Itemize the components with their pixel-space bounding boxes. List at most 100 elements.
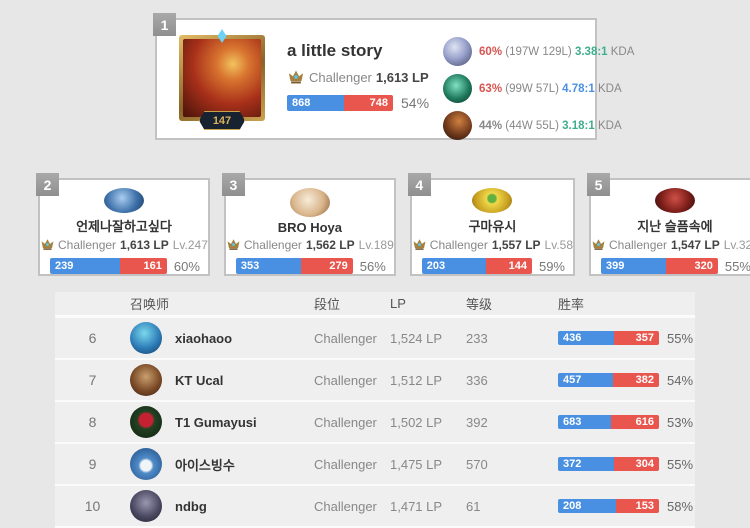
summoner-avatar xyxy=(183,39,261,117)
summoner-name[interactable]: ndbg xyxy=(175,498,207,514)
winrate-label: 54% xyxy=(401,95,430,111)
rank-badge: 3 xyxy=(221,173,245,196)
winrate-label: 58% xyxy=(667,498,694,514)
challenger-crest-icon xyxy=(591,237,606,252)
summoner-name[interactable]: 언제나잘하고싶다 xyxy=(76,219,172,234)
losses-segment: 153 xyxy=(616,499,659,513)
tier-label: Challenger xyxy=(314,456,377,472)
challenger-crest-icon xyxy=(40,237,55,252)
rank4-player-card[interactable]: 4 구마유시 Challenger 1,557 LP Lv.58 203 144… xyxy=(407,173,575,276)
lp-value: 1,471 LP xyxy=(390,498,443,514)
winloss-bar: 203 144 xyxy=(421,258,532,274)
rank5-player-card[interactable]: 5 지난 슬픔속에 Challenger 1,547 LP Lv.320 399… xyxy=(587,173,750,276)
summoner-level: Lv.58 xyxy=(544,237,573,252)
summoner-avatar xyxy=(130,322,162,354)
summoner-name[interactable]: T1 Gumayusi xyxy=(175,414,257,430)
kda-label: KDA xyxy=(597,82,622,95)
rank-number: 6 xyxy=(88,330,97,346)
summoner-name[interactable]: xiaohaoo xyxy=(175,330,233,346)
wins-segment: 683 xyxy=(558,415,612,429)
challenger-crest-icon xyxy=(226,237,241,252)
table-row[interactable]: 8 T1 Gumayusi Challenger 1,502 LP 392 68… xyxy=(55,402,695,444)
champion-kda: 3.38:1 xyxy=(574,45,608,58)
champion-winrate: 44% xyxy=(479,119,503,132)
champion-kda: 4.78:1 xyxy=(562,82,595,95)
top5-cards-row: 2 언제나잘하고싶다 Challenger 1,613 LP Lv.247 23… xyxy=(36,173,750,276)
winrate-label: 59% xyxy=(538,258,565,274)
rank-number: 10 xyxy=(84,498,101,514)
lp-value: 1,562 LP xyxy=(305,237,355,252)
wins-segment: 208 xyxy=(558,499,617,513)
losses-segment: 279 xyxy=(301,258,353,274)
rank-badge: 1 xyxy=(153,13,176,36)
lp-value: 1,512 LP xyxy=(390,372,443,388)
leaderboard-table: 召唤师 段位 LP 等级 胜率 6 xiaohaoo Challenger 1,… xyxy=(55,292,695,528)
summoner-name[interactable]: 지난 슬픔속에 xyxy=(637,219,713,234)
champion-icon xyxy=(443,74,473,103)
wins-segment: 372 xyxy=(558,457,614,471)
rank3-player-card[interactable]: 3 BRO Hoya Challenger 1,562 LP Lv.189 35… xyxy=(221,173,396,276)
losses-segment: 304 xyxy=(613,457,659,471)
winloss-bar: 208 153 xyxy=(558,499,659,513)
challenger-crest-icon xyxy=(412,237,427,252)
level-value: 233 xyxy=(466,330,488,346)
champion-record: (197W 129L) xyxy=(505,45,572,58)
summoner-level-badge: 147 xyxy=(199,111,245,130)
tier-label: Challenger xyxy=(429,237,488,252)
level-value: 61 xyxy=(466,498,481,514)
header-winrate: 胜率 xyxy=(558,297,585,312)
wins-segment: 436 xyxy=(558,331,614,345)
summoner-avatar-frame: 147 xyxy=(179,29,265,130)
summoner-level: Lv.189 xyxy=(358,237,394,252)
rank1-player-card[interactable]: 1 147 a little story Challenger 1,613 LP… xyxy=(153,13,634,140)
lp-value: 1,524 LP xyxy=(390,330,443,346)
champion-winrate: 60% xyxy=(479,45,503,58)
tier-label: Challenger xyxy=(314,330,377,346)
summoner-name[interactable]: 아이스빙수 xyxy=(175,457,235,473)
winloss-bar: 372 304 xyxy=(558,457,659,471)
winrate-label: 60% xyxy=(173,258,200,274)
winloss-bar: 436 357 xyxy=(558,331,659,345)
header-summoner: 召唤师 xyxy=(130,297,170,312)
table-header-row: 召唤师 段位 LP 等级 胜率 xyxy=(55,292,695,318)
winloss-bar: 683 616 xyxy=(558,415,659,429)
summoner-avatar xyxy=(130,364,162,396)
lp-value: 1,475 LP xyxy=(390,456,443,472)
table-row[interactable]: 9 아이스빙수 Challenger 1,475 LP 570 372 304 … xyxy=(55,444,695,486)
header-tier: 段位 xyxy=(314,297,341,312)
winrate-label: 55% xyxy=(667,330,694,346)
summoner-avatar xyxy=(472,188,513,213)
table-row[interactable]: 10 ndbg Challenger 1,471 LP 61 208 153 5… xyxy=(55,486,695,528)
kda-label: KDA xyxy=(610,45,635,58)
champion-icon xyxy=(443,37,473,66)
kda-label: KDA xyxy=(597,119,622,132)
wins-segment: 868 xyxy=(287,95,344,111)
summoner-avatar xyxy=(130,448,162,480)
rank2-player-card[interactable]: 2 언제나잘하고싶다 Challenger 1,613 LP Lv.247 23… xyxy=(36,173,210,276)
rank-badge: 4 xyxy=(407,173,431,196)
losses-segment: 320 xyxy=(665,258,718,274)
summoner-name[interactable]: 구마유시 xyxy=(468,219,517,234)
summoner-name[interactable]: KT Ucal xyxy=(175,372,224,388)
tier-label: Challenger xyxy=(243,237,302,252)
level-value: 336 xyxy=(466,372,488,388)
table-row[interactable]: 7 KT Ucal Challenger 1,512 LP 336 457 38… xyxy=(55,360,695,402)
winloss-bar: 399 320 xyxy=(601,258,718,274)
level-value: 570 xyxy=(466,456,488,472)
losses-segment: 748 xyxy=(343,95,393,111)
summoner-name[interactable]: BRO Hoya xyxy=(277,220,342,235)
tier-label: Challenger xyxy=(314,414,377,430)
champion-stat-row: 63% (99W 57L) 4.78:1 KDA xyxy=(443,74,634,103)
winrate-label: 55% xyxy=(724,258,750,274)
losses-segment: 357 xyxy=(613,331,659,345)
rank-number: 7 xyxy=(88,372,97,388)
winloss-bar: 353 279 xyxy=(235,258,353,274)
header-lp: LP xyxy=(390,296,406,311)
summoner-level: Lv.320 xyxy=(723,237,750,252)
tier-label: Challenger xyxy=(609,237,668,252)
summoner-avatar xyxy=(130,406,162,438)
table-row[interactable]: 6 xiaohaoo Challenger 1,524 LP 233 436 3… xyxy=(55,318,695,360)
summoner-name[interactable]: a little story xyxy=(287,41,383,60)
summoner-level: Lv.247 xyxy=(172,237,208,252)
champion-stat-row: 60% (197W 129L) 3.38:1 KDA xyxy=(443,37,634,66)
